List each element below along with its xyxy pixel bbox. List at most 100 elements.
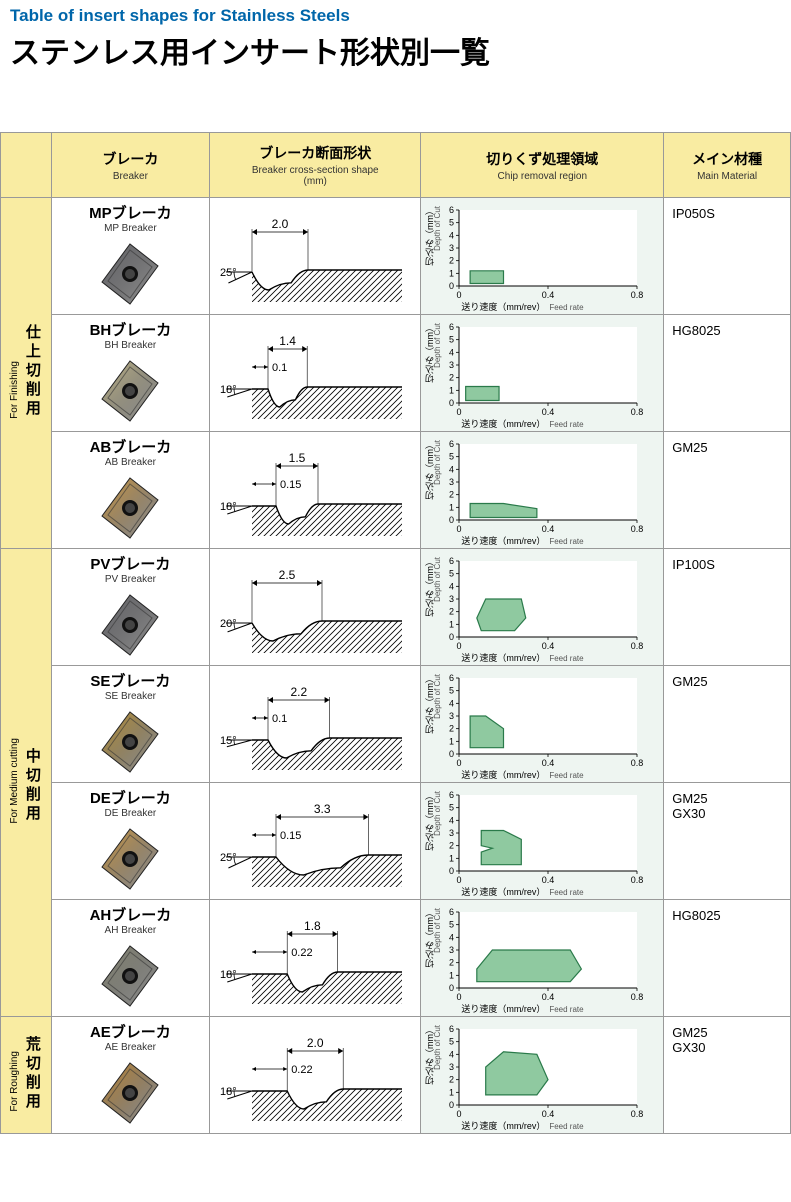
insert-shape-icon — [94, 1057, 166, 1129]
svg-text:0: 0 — [449, 983, 454, 993]
svg-text:0: 0 — [457, 1109, 462, 1119]
svg-text:0: 0 — [449, 866, 454, 876]
svg-text:0.4: 0.4 — [542, 875, 555, 885]
breaker-name-en: BH Breaker — [56, 340, 205, 351]
svg-text:5: 5 — [449, 452, 454, 462]
svg-text:2.2: 2.2 — [291, 685, 308, 699]
header-cross-jp: ブレーカ断面形状 — [214, 143, 416, 163]
svg-text:0.8: 0.8 — [631, 875, 644, 885]
cross-section-diagram: 18° 1.8 0.22 — [214, 904, 406, 1008]
table-row: For Finishing仕上切削用MPブレーカ MP Breaker 25°2… — [1, 198, 791, 315]
cross-section-diagram: 18°1.40.1 — [214, 319, 406, 423]
svg-text:3: 3 — [449, 945, 454, 955]
svg-text:0: 0 — [449, 632, 454, 642]
svg-text:1.5: 1.5 — [289, 451, 306, 465]
category-jp: 荒切削用 — [22, 1036, 43, 1112]
cross-section-cell: 20° 2.5 — [210, 549, 421, 666]
chip-region-cell: 012345600.40.8切込み（mm）Depth of Cut送り速度（mm… — [421, 549, 664, 666]
svg-text:3.3: 3.3 — [314, 802, 331, 816]
breaker-cell: MPブレーカ MP Breaker — [51, 198, 209, 315]
category-cell-roughing: For Roughing荒切削用 — [1, 1017, 52, 1134]
svg-text:6: 6 — [449, 322, 454, 332]
table-row: For Medium cutting中切削用PVブレーカ PV Breaker … — [1, 549, 791, 666]
svg-text:4: 4 — [449, 464, 454, 474]
material-cell: HG8025 — [664, 315, 791, 432]
chip-region-chart: 012345600.40.8 — [425, 1021, 647, 1125]
svg-text:0: 0 — [457, 641, 462, 651]
svg-text:2: 2 — [449, 607, 454, 617]
category-cell-finishing: For Finishing仕上切削用 — [1, 198, 52, 549]
svg-text:1.8: 1.8 — [304, 919, 321, 933]
cross-section-cell: 15°2.20.1 — [210, 666, 421, 783]
cross-section-diagram: 20° 2.5 — [214, 553, 406, 657]
svg-text:3: 3 — [449, 477, 454, 487]
cross-section-cell: 18°2.00.22 — [210, 1017, 421, 1134]
breaker-name-en: MP Breaker — [56, 223, 205, 234]
svg-text:0.8: 0.8 — [631, 1109, 644, 1119]
svg-text:15°: 15° — [220, 735, 237, 747]
svg-text:0.15: 0.15 — [280, 479, 301, 491]
breaker-name-jp: MPブレーカ — [56, 202, 205, 223]
cross-section-cell: 18°1.40.1 — [210, 315, 421, 432]
svg-text:4: 4 — [449, 230, 454, 240]
svg-text:3: 3 — [449, 828, 454, 838]
header-breaker-en: Breaker — [56, 171, 205, 182]
cross-section-diagram: 25°3.30.15 — [214, 787, 406, 891]
breaker-name-jp: DEブレーカ — [56, 787, 205, 808]
chip-region-chart: 012345600.40.8 — [425, 904, 647, 1008]
svg-text:5: 5 — [449, 569, 454, 579]
svg-text:0.22: 0.22 — [291, 947, 312, 959]
chip-region-cell: 012345600.40.8切込み（mm）Depth of Cut送り速度（mm… — [421, 666, 664, 783]
chip-ylabel-en: Depth of Cut — [433, 791, 442, 836]
breaker-name-jp: SEブレーカ — [56, 670, 205, 691]
cross-section-cell: 25°2.0 — [210, 198, 421, 315]
insert-shape-icon — [94, 238, 166, 310]
svg-text:0.1: 0.1 — [272, 362, 287, 374]
chip-xlabel: 送り速度（mm/rev）Feed rate — [461, 534, 583, 547]
cross-section-cell: 18°1.50.15 — [210, 432, 421, 549]
svg-text:0: 0 — [457, 992, 462, 1002]
insert-shape-icon — [94, 940, 166, 1012]
insert-shape-icon — [94, 706, 166, 778]
insert-shape-icon — [94, 589, 166, 661]
svg-text:3: 3 — [449, 711, 454, 721]
breaker-cell: PVブレーカ PV Breaker — [51, 549, 209, 666]
chip-region-chart: 012345600.40.8 — [425, 670, 647, 774]
svg-text:2: 2 — [449, 958, 454, 968]
svg-text:6: 6 — [449, 1024, 454, 1034]
breaker-name-en: PV Breaker — [56, 574, 205, 585]
header-chip-jp: 切りくず処理領域 — [425, 149, 659, 169]
svg-text:0.4: 0.4 — [542, 524, 555, 534]
svg-text:1: 1 — [449, 1087, 454, 1097]
svg-text:1: 1 — [449, 736, 454, 746]
svg-text:18°: 18° — [220, 969, 237, 981]
svg-text:0: 0 — [457, 290, 462, 300]
svg-text:4: 4 — [449, 815, 454, 825]
category-en: For Medium cutting — [9, 738, 20, 824]
material-cell: GM25 GX30 — [664, 1017, 791, 1134]
breaker-name-en: DE Breaker — [56, 808, 205, 819]
chip-region-cell: 012345600.40.8切込み（mm）Depth of Cut送り速度（mm… — [421, 198, 664, 315]
category-jp: 仕上切削用 — [22, 324, 43, 419]
cross-section-diagram: 18°2.00.22 — [214, 1021, 406, 1125]
svg-text:2: 2 — [449, 256, 454, 266]
chip-xlabel: 送り速度（mm/rev）Feed rate — [461, 1002, 583, 1015]
svg-text:3: 3 — [449, 360, 454, 370]
breaker-cell: DEブレーカ DE Breaker — [51, 783, 209, 900]
svg-text:6: 6 — [449, 439, 454, 449]
svg-text:2.5: 2.5 — [279, 568, 296, 582]
header-corner — [1, 133, 52, 198]
svg-text:0.8: 0.8 — [631, 992, 644, 1002]
header-chip-en: Chip removal region — [425, 171, 659, 182]
cross-section-diagram: 15°2.20.1 — [214, 670, 406, 774]
svg-text:0.4: 0.4 — [542, 758, 555, 768]
material-cell: HG8025 — [664, 900, 791, 1017]
svg-text:0.15: 0.15 — [280, 830, 301, 842]
svg-text:2.0: 2.0 — [272, 217, 289, 231]
svg-text:1: 1 — [449, 502, 454, 512]
svg-text:20°: 20° — [220, 618, 237, 630]
svg-text:0: 0 — [457, 758, 462, 768]
header-material-jp: メイン材種 — [668, 149, 786, 169]
svg-text:2: 2 — [449, 490, 454, 500]
svg-text:18°: 18° — [220, 1086, 237, 1098]
